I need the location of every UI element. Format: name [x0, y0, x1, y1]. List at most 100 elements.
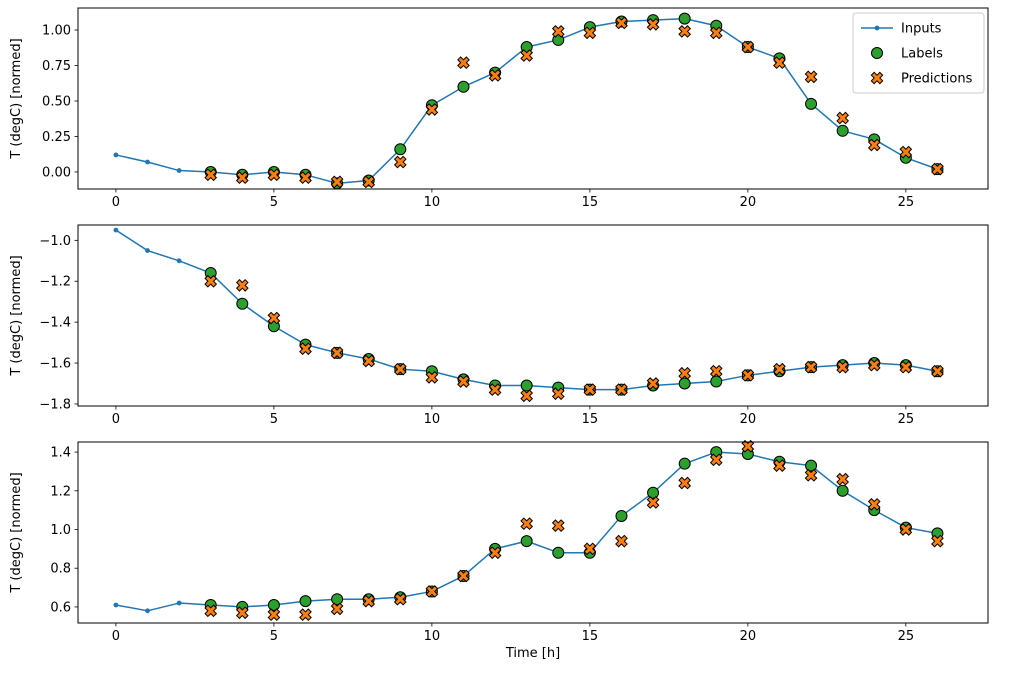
input-dot-marker [113, 227, 119, 233]
legend-entry-inputs: Inputs [861, 22, 942, 37]
prediction-x-marker [804, 360, 818, 374]
axes-frame [77, 224, 989, 407]
legend-entry-predictions: Predictions [870, 72, 973, 87]
y-tick-label: 1.2 [50, 484, 71, 499]
y-tick-label: 0.50 [42, 94, 71, 109]
prediction-x-marker [520, 49, 534, 62]
y-axis-ticks: 0.00 0.25 0.50 0.75 1.00 [42, 24, 78, 180]
x-axis-ticks: 0 5 10 15 20 25 [112, 406, 914, 427]
prediction-x-marker [773, 56, 786, 70]
legend-box [852, 12, 985, 94]
predictions-scatter-series [204, 439, 944, 622]
prediction-x-marker [488, 546, 502, 560]
prediction-x-marker [836, 360, 850, 374]
prediction-x-marker [551, 387, 565, 401]
prediction-x-marker [741, 439, 755, 453]
prediction-x-marker [299, 342, 312, 356]
prediction-x-marker [678, 366, 692, 380]
x-axis-ticks: 0 5 10 15 20 25 [112, 623, 914, 644]
prediction-x-marker [583, 26, 597, 40]
label-circle-marker [678, 377, 691, 390]
x-tick-label: 10 [424, 195, 441, 210]
input-dot-marker [176, 168, 182, 173]
legend-label: Inputs [901, 22, 942, 37]
prediction-x-marker [488, 69, 502, 82]
y-tick-label: −1.2 [39, 275, 71, 290]
prediction-x-marker [393, 362, 407, 376]
input-dot-marker [176, 258, 182, 264]
label-circle-marker [457, 80, 470, 93]
label-circle-marker [615, 509, 628, 522]
prediction-x-marker [867, 497, 881, 511]
input-dot-marker [113, 152, 119, 158]
prediction-x-marker [867, 358, 881, 372]
prediction-x-marker [362, 354, 376, 368]
label-circle-marker [236, 297, 249, 310]
prediction-x-marker [836, 472, 850, 486]
prediction-x-marker [299, 171, 312, 185]
prediction-x-marker [362, 175, 376, 189]
legend-circle-sample [871, 47, 883, 59]
prediction-x-marker [615, 383, 628, 397]
x-tick-label: 10 [424, 412, 441, 427]
prediction-x-marker [678, 25, 692, 38]
prediction-x-marker [204, 168, 218, 182]
prediction-x-marker [204, 604, 218, 618]
x-tick-label: 20 [740, 629, 757, 644]
legend-label: Labels [901, 47, 943, 62]
prediction-x-marker [520, 517, 534, 531]
prediction-x-marker [741, 368, 755, 382]
axes-frame [77, 441, 989, 624]
x-tick-label: 15 [582, 195, 599, 210]
x-axis-ticks: 0 5 10 15 20 25 [112, 189, 914, 210]
prediction-x-marker [425, 585, 439, 598]
prediction-x-marker [583, 383, 597, 397]
y-tick-label: 0.6 [50, 600, 71, 615]
y-tick-label: −1.0 [39, 234, 71, 249]
y-tick-label: −1.6 [39, 357, 71, 372]
prediction-x-marker [330, 602, 344, 616]
prediction-x-marker [709, 26, 723, 40]
prediction-x-marker [836, 111, 850, 125]
prediction-x-marker [931, 364, 944, 378]
prediction-x-marker [709, 453, 723, 467]
prediction-x-marker [204, 274, 218, 288]
prediction-x-marker [867, 138, 881, 152]
y-tick-label: 0.25 [42, 130, 71, 145]
prediction-x-marker [678, 476, 692, 490]
prediction-x-marker [267, 168, 281, 182]
legend-dot-sample [874, 25, 880, 31]
input-dot-marker [176, 600, 182, 606]
prediction-x-marker [425, 103, 439, 116]
prediction-x-marker [899, 360, 913, 374]
prediction-x-marker [709, 364, 723, 378]
prediction-x-marker [425, 371, 439, 384]
x-tick-label: 20 [740, 195, 757, 210]
label-circle-marker [678, 457, 691, 470]
y-tick-label: 1.4 [50, 446, 71, 461]
prediction-x-marker [393, 592, 407, 606]
label-circle-marker [805, 459, 818, 472]
input-dot-marker [145, 608, 150, 614]
prediction-x-marker [520, 389, 534, 403]
y-tick-label: 0.00 [42, 165, 71, 180]
prediction-x-marker [615, 16, 628, 30]
y-axis-label: T (degC) [normed] [9, 38, 24, 159]
predictions-scatter-series [204, 274, 944, 403]
y-tick-label: 1.0 [50, 523, 71, 538]
x-tick-label: 0 [112, 412, 120, 427]
prediction-x-marker [646, 377, 660, 390]
label-circle-marker [299, 595, 312, 608]
label-circle-marker [836, 484, 849, 497]
y-axis-label: T (degC) [normed] [9, 255, 24, 376]
x-tick-label: 15 [582, 629, 599, 644]
x-tick-label: 5 [270, 412, 278, 427]
prediction-x-marker [899, 145, 913, 159]
prediction-x-marker [773, 459, 786, 472]
prediction-x-marker [235, 171, 249, 185]
prediction-x-marker [457, 56, 470, 70]
prediction-x-marker [583, 542, 597, 556]
x-tick-label: 0 [112, 629, 120, 644]
